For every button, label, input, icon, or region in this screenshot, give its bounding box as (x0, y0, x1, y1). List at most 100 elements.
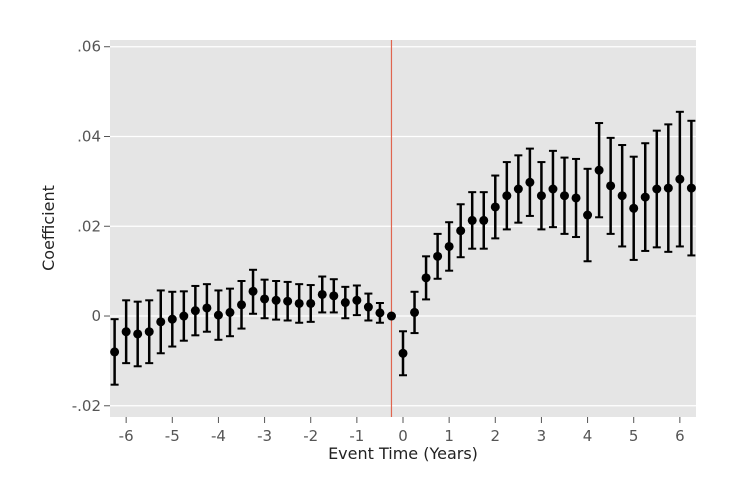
data-point-group (675, 110, 685, 248)
point-marker (213, 310, 223, 320)
data-point-group (363, 292, 373, 322)
data-point-group (398, 330, 408, 377)
point-marker (340, 298, 350, 308)
x-tick-label: 3 (537, 427, 547, 445)
data-point-group (386, 311, 396, 321)
data-point-group (640, 142, 650, 252)
point-marker (352, 295, 362, 305)
point-marker (536, 191, 546, 201)
x-tick-label: 2 (491, 427, 501, 445)
data-point-group (213, 289, 223, 341)
point-marker (479, 215, 489, 225)
point-marker (513, 184, 523, 194)
point-marker (548, 184, 558, 194)
point-marker (179, 311, 189, 321)
y-tick-label: .04 (77, 127, 101, 145)
data-point-group (421, 255, 431, 301)
data-point-group (410, 290, 420, 335)
data-point-group (248, 268, 258, 315)
point-marker (121, 327, 131, 337)
data-point-group (202, 283, 212, 333)
data-point-group (144, 299, 154, 365)
data-point-group (294, 283, 304, 324)
x-axis-title: Event Time (Years) (328, 444, 478, 463)
data-point-group (271, 280, 281, 321)
point-marker (225, 307, 235, 317)
x-tick-label: -3 (257, 427, 272, 445)
x-tick-label: -5 (165, 427, 180, 445)
data-point-group (513, 154, 523, 224)
point-marker (306, 298, 316, 308)
data-point-group (559, 156, 569, 235)
data-point-group (686, 119, 696, 257)
point-marker (617, 191, 627, 201)
data-point-group (179, 290, 189, 342)
data-point-group (110, 318, 120, 386)
point-marker (606, 181, 616, 191)
point-marker (652, 184, 662, 194)
x-tick-label: 0 (398, 427, 408, 445)
y-axis-title: Coefficient (39, 185, 58, 271)
point-marker (398, 348, 408, 358)
point-marker (410, 307, 420, 317)
data-point-group (260, 278, 270, 320)
x-tick-label: 1 (444, 427, 454, 445)
x-tick-label: 5 (629, 427, 639, 445)
point-marker (444, 241, 454, 251)
data-point-group (190, 284, 200, 337)
data-point-group (536, 161, 546, 231)
point-marker (144, 327, 154, 337)
data-point-group (340, 285, 350, 320)
data-point-group (283, 280, 293, 322)
data-point-group (156, 289, 166, 355)
data-point-group (502, 161, 512, 231)
coefficient-series (110, 110, 696, 386)
point-marker (329, 291, 339, 301)
data-point-group (652, 129, 662, 249)
point-marker (456, 226, 466, 236)
data-point-group (167, 290, 177, 348)
data-point-group (317, 275, 327, 314)
data-point-group (444, 221, 454, 272)
data-point-group (225, 287, 235, 338)
point-marker (502, 191, 512, 201)
data-point-group (306, 284, 316, 323)
data-point-group (329, 278, 339, 314)
point-marker (571, 193, 581, 203)
point-marker (271, 295, 281, 305)
point-marker (110, 347, 120, 357)
data-point-group (133, 300, 143, 368)
point-marker (133, 329, 143, 339)
y-tick-label: .02 (77, 217, 101, 235)
point-marker (294, 298, 304, 308)
point-marker (583, 210, 593, 220)
point-marker (421, 273, 431, 283)
data-point-group (663, 123, 673, 253)
point-marker (363, 302, 373, 312)
point-marker (559, 191, 569, 201)
data-point-group (583, 167, 593, 263)
point-marker (629, 203, 639, 213)
data-point-group (490, 174, 500, 240)
data-point-group (467, 191, 477, 250)
point-marker (433, 251, 443, 261)
x-tick-label: 4 (583, 427, 593, 445)
data-point-group (456, 203, 466, 259)
x-tick-label: 6 (675, 427, 685, 445)
point-marker (248, 286, 258, 296)
point-marker (386, 311, 396, 321)
point-marker (283, 296, 293, 306)
x-tick-label: -2 (303, 427, 318, 445)
x-tick-label: -6 (119, 427, 134, 445)
y-tick-label: -.02 (72, 397, 101, 415)
y-axis: -.02 0 .02 .04 .06 (72, 38, 110, 415)
data-point-group (433, 232, 443, 280)
y-tick-label: .06 (77, 38, 101, 56)
point-marker (375, 308, 385, 318)
x-axis: -6 -5 -4 -3 -2 -1 0 1 2 3 4 5 6 (119, 417, 685, 445)
point-marker (675, 174, 685, 184)
data-point-group (617, 144, 627, 248)
y-tick-label: 0 (91, 307, 101, 325)
data-point-group (237, 280, 247, 330)
